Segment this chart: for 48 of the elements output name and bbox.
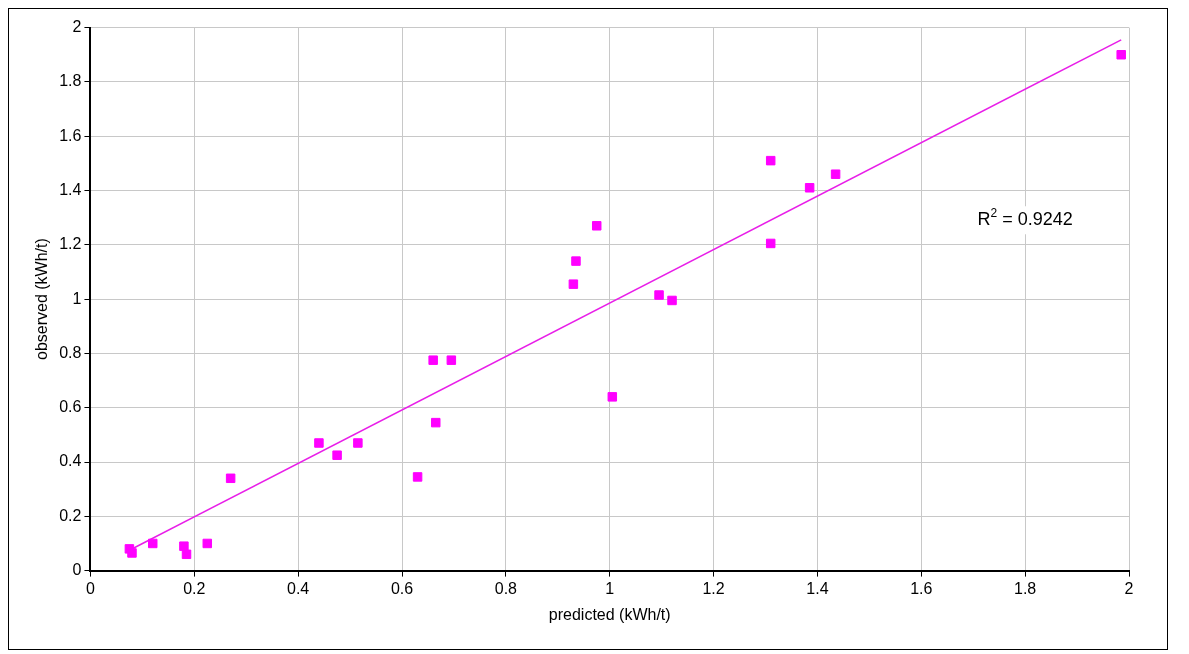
point (428, 355, 438, 365)
point (127, 548, 137, 558)
x-tick-label: 0.2 (183, 579, 206, 597)
x-tick-label: 1.4 (806, 579, 829, 597)
y-axis-title: observed (kWh/t) (33, 238, 51, 361)
x-tick-label: 0.4 (287, 579, 310, 597)
x-tick-label: 0.8 (494, 579, 518, 597)
point (412, 472, 423, 482)
point (804, 183, 815, 193)
y-tick-label: 0 (72, 561, 82, 579)
point (765, 155, 776, 166)
point (667, 295, 677, 306)
y-tick-label: 1.8 (59, 72, 82, 90)
y-tick-label: 0.4 (59, 452, 82, 470)
point (148, 538, 158, 549)
x-tick-label: 1 (605, 579, 615, 597)
x-tick-label: 1.2 (702, 579, 725, 597)
point (607, 392, 618, 402)
y-tick-label: 0.6 (59, 398, 82, 416)
point (202, 538, 213, 549)
x-tick-label: 0 (85, 579, 95, 597)
y-tick-label: 0.2 (59, 506, 82, 524)
point (225, 473, 236, 484)
y-tick-label: 1 (72, 289, 82, 307)
x-tick-label: 0.6 (390, 579, 414, 597)
point (830, 169, 841, 179)
x-axis-title: predicted (kWh/t) (548, 605, 671, 623)
point (765, 238, 776, 249)
point (431, 417, 441, 428)
x-tick-label: 1.6 (910, 579, 933, 597)
x-tick-label: 2 (1124, 579, 1134, 597)
point (314, 438, 324, 448)
point (571, 256, 581, 266)
y-tick-label: 0.8 (59, 343, 82, 361)
point (654, 290, 664, 300)
y-tick-label: 2 (72, 18, 82, 36)
point (332, 450, 342, 460)
point (446, 355, 457, 365)
point (179, 541, 189, 551)
y-tick-label: 1.2 (59, 235, 82, 253)
y-tick-label: 1.4 (59, 180, 82, 198)
point (353, 438, 363, 448)
point (181, 549, 192, 560)
y-tick-label: 1.6 (59, 126, 82, 144)
point (592, 221, 602, 231)
x-tick-label: 1.8 (1014, 579, 1037, 597)
point (568, 279, 579, 289)
point (1116, 50, 1126, 60)
